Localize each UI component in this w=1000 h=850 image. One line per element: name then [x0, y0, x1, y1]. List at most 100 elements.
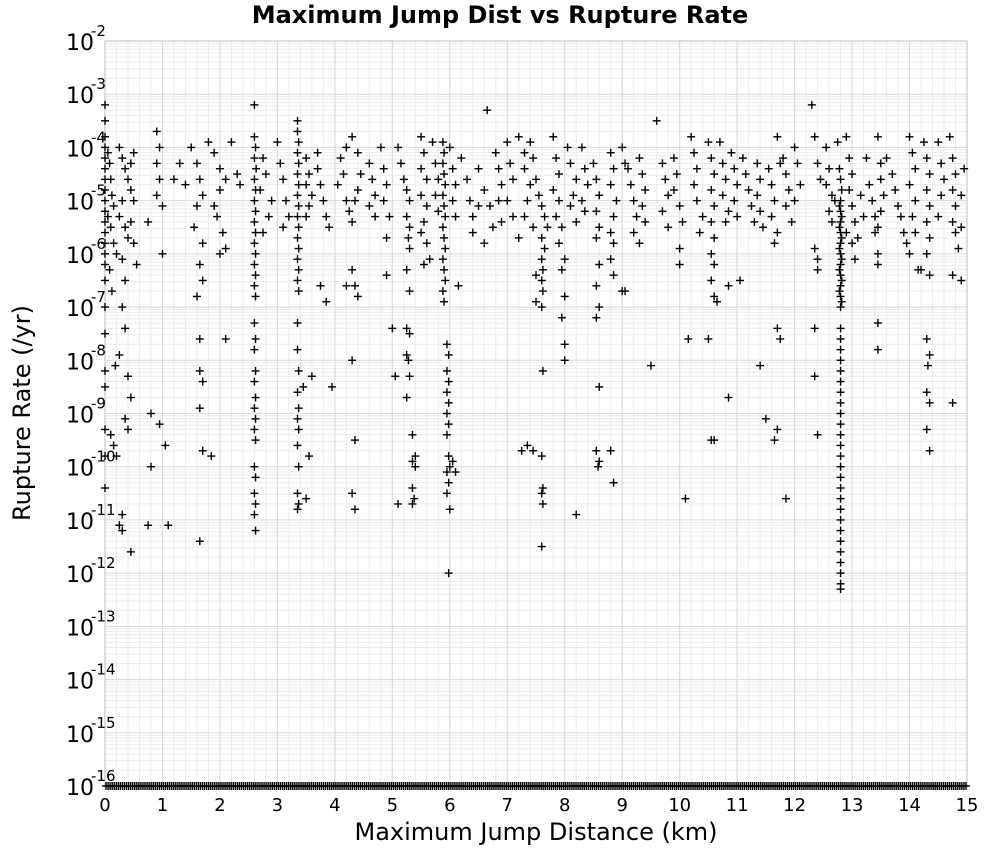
data-point [554, 239, 563, 248]
data-point [252, 164, 261, 173]
data-point [276, 159, 285, 168]
data-point [468, 212, 477, 221]
data-point [250, 425, 259, 434]
data-point [902, 239, 911, 248]
data-point [123, 372, 132, 381]
data-point [250, 377, 259, 386]
data-point [491, 148, 500, 157]
data-point [523, 441, 532, 450]
data-point [948, 398, 957, 407]
data-point [509, 212, 518, 221]
data-point [629, 196, 638, 205]
data-point [251, 335, 260, 343]
data-point [848, 201, 857, 210]
data-point [451, 468, 460, 477]
data-point [865, 180, 874, 189]
data-point [948, 186, 957, 194]
data-point [836, 398, 845, 407]
data-point [431, 159, 440, 168]
data-point [233, 170, 242, 179]
data-point [405, 287, 414, 296]
data-point [438, 255, 447, 264]
data-point [658, 207, 667, 216]
data-point [313, 164, 322, 173]
data-point [316, 281, 325, 290]
data-point [532, 297, 540, 306]
data-point [350, 436, 359, 445]
data-point [353, 148, 362, 157]
x-tick-label: 11 [726, 795, 749, 816]
data-point [580, 207, 589, 216]
data-point [250, 196, 259, 205]
data-point [442, 489, 451, 498]
data-point [837, 297, 846, 306]
data-point [836, 356, 845, 365]
data-point [612, 196, 621, 205]
data-point [835, 244, 844, 253]
data-point [554, 170, 563, 179]
y-tick-label: 10 [66, 31, 94, 56]
data-point [105, 159, 114, 168]
data-point [537, 303, 546, 312]
data-point [678, 217, 687, 226]
data-point [293, 345, 302, 354]
data-point [538, 499, 547, 508]
data-point [538, 484, 547, 492]
data-point [537, 489, 546, 498]
y-tick-label: 10 [66, 776, 94, 801]
data-point [480, 186, 489, 194]
data-point [534, 191, 543, 200]
data-point [538, 265, 547, 274]
data-point [758, 223, 767, 232]
data-point [724, 281, 733, 290]
data-point [873, 319, 882, 328]
data-point [379, 196, 388, 205]
data-point [425, 255, 434, 264]
data-point [402, 212, 411, 221]
data-point [836, 569, 845, 578]
data-point [736, 276, 745, 285]
data-point [836, 585, 845, 594]
data-point [293, 388, 302, 397]
data-point [635, 154, 644, 163]
data-point [417, 132, 426, 141]
data-point [580, 164, 589, 173]
data-point [115, 521, 124, 530]
data-point [440, 265, 449, 274]
data-point [402, 393, 411, 402]
data-point [126, 393, 135, 402]
data-point [718, 191, 727, 200]
data-point [675, 201, 684, 210]
data-point [250, 462, 259, 471]
data-point [251, 366, 260, 375]
data-point [440, 148, 449, 157]
data-point [836, 494, 845, 503]
data-point [251, 414, 260, 423]
data-point [118, 196, 127, 205]
data-point [448, 196, 457, 205]
data-point [741, 170, 750, 179]
data-point [922, 425, 931, 434]
data-point [850, 255, 859, 264]
data-point [353, 186, 362, 194]
data-point [101, 249, 109, 258]
data-point [118, 303, 127, 312]
data-point [198, 377, 207, 386]
data-point [441, 212, 450, 221]
data-point [121, 324, 130, 333]
data-point [250, 217, 259, 226]
data-point [294, 404, 303, 413]
data-point [342, 196, 351, 205]
data-point [836, 388, 845, 397]
y-tick-label: 10 [66, 404, 94, 429]
data-point [294, 180, 303, 189]
data-point [294, 287, 303, 296]
data-point [144, 521, 153, 530]
data-point [251, 207, 260, 216]
data-point [635, 239, 644, 248]
data-point [563, 143, 572, 152]
data-point [836, 515, 845, 524]
data-point [161, 441, 170, 450]
data-point [144, 217, 153, 226]
data-point [294, 499, 303, 508]
